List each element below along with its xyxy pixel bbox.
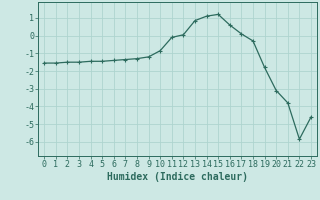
X-axis label: Humidex (Indice chaleur): Humidex (Indice chaleur) [107,172,248,182]
